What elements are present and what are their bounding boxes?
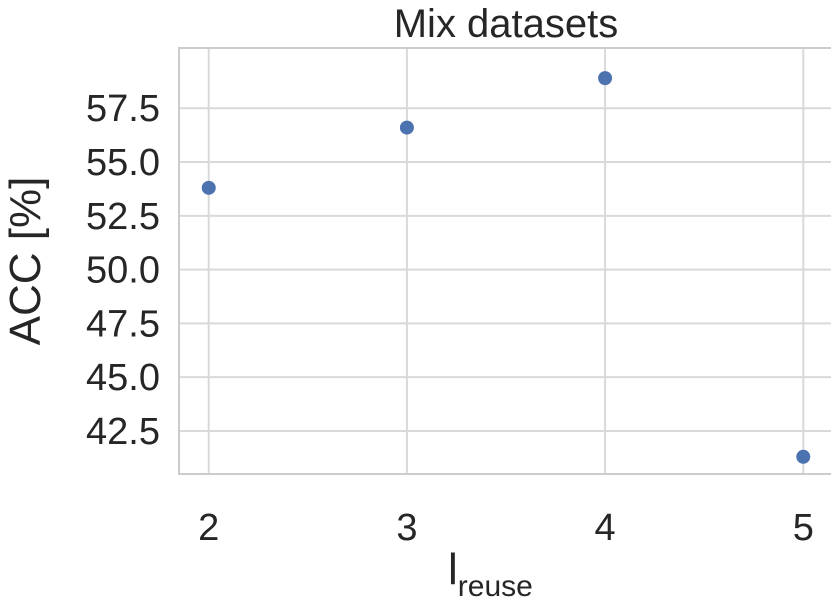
x-gridlines: [207, 48, 805, 474]
y-tick-label: 42.5: [86, 411, 160, 453]
plot-frame: [178, 47, 831, 475]
x-tick-label: 4: [595, 507, 616, 549]
y-gridlines: [179, 107, 831, 432]
data-points: [201, 71, 811, 464]
x-tick-label: 2: [198, 507, 219, 549]
x-tick-labels: 2 3 4 5: [198, 507, 814, 549]
x-tick-label: 5: [793, 507, 814, 549]
x-axis-label: lreuse: [448, 545, 533, 603]
chart-title: Mix datasets: [394, 2, 619, 46]
x-axis-label-subscript: reuse: [458, 570, 533, 603]
y-tick-label: 45.0: [86, 357, 160, 399]
x-tick-label: 3: [396, 507, 417, 549]
data-point: [201, 180, 216, 195]
y-tick-labels: 42.5 45.0 47.5 50.0 52.5 55.0 57.5: [86, 88, 160, 453]
y-axis-label: ACC [%]: [1, 177, 50, 346]
data-point: [796, 449, 811, 464]
y-tick-label: 57.5: [86, 88, 160, 130]
data-point: [598, 71, 613, 86]
y-tick-label: 55.0: [86, 142, 160, 184]
data-point: [399, 120, 414, 135]
y-tick-label: 50.0: [86, 250, 160, 292]
y-tick-label: 47.5: [86, 303, 160, 345]
y-tick-label: 52.5: [86, 196, 160, 238]
x-axis-label-main: l: [448, 545, 458, 594]
